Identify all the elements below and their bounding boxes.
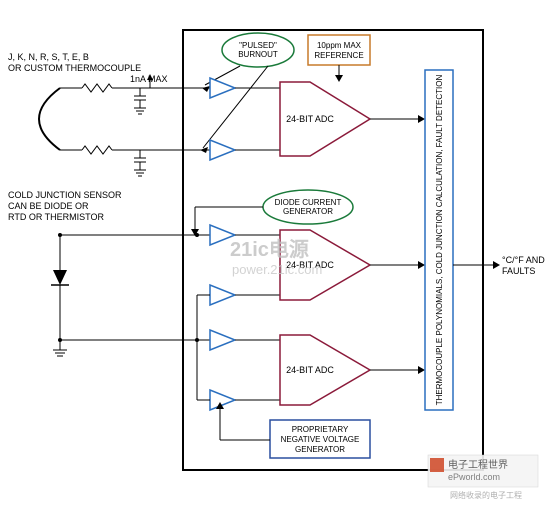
neg-gen-label-3: GENERATOR [295, 445, 345, 454]
reference-label-1: 10ppm MAX [317, 41, 362, 50]
output-label-2: FAULTS [502, 266, 535, 276]
reference-label-2: REFERENCE [314, 51, 363, 60]
amp-bot-1 [210, 330, 235, 350]
block-diagram: J, K, N, R, S, T, E, B OR CUSTOM THERMOC… [0, 0, 550, 505]
amp-top-1 [210, 78, 235, 98]
cold-junction-label-3: RTD OR THERMISTOR [8, 212, 105, 222]
thermocouple-label-2: OR CUSTOM THERMOCOUPLE [8, 63, 141, 73]
cold-junction-label-2: CAN BE DIODE OR [8, 201, 89, 211]
pulsed-burnout-label-1: "PULSED" [239, 41, 277, 50]
pulsed-burnout-label-2: BURNOUT [238, 50, 278, 59]
footer-label-2: ePworld.com [448, 472, 500, 482]
watermark-main: 21ic电源 [230, 238, 309, 261]
adc-3-label: 24-BIT ADC [286, 365, 334, 375]
thermocouple-label-1: J, K, N, R, S, T, E, B [8, 52, 89, 62]
neg-gen-label-1: PROPRIETARY [292, 425, 349, 434]
processor-label: THERMOCOUPLE POLYNOMIALS, COLD JUNCTION … [435, 75, 444, 406]
diode-gen-label-2: GENERATOR [283, 207, 333, 216]
diode-gen-label-1: DIODE CURRENT [275, 198, 342, 207]
adc-1-label: 24-BIT ADC [286, 114, 334, 124]
footer-label-1: 电子工程世界 [448, 458, 508, 471]
neg-gen-label-2: NEGATIVE VOLTAGE [281, 435, 360, 444]
amp-top-2 [210, 140, 235, 160]
svg-text:网络收录的电子工程: 网络收录的电子工程 [450, 490, 522, 500]
output-label-1: °C/°F AND [502, 255, 545, 265]
watermark-url: power.21ic.com [232, 262, 322, 277]
reference-block [308, 35, 370, 65]
cold-junction-label-1: COLD JUNCTION SENSOR [8, 190, 122, 200]
diode-icon [53, 270, 67, 285]
amp-mid-2 [210, 285, 235, 305]
